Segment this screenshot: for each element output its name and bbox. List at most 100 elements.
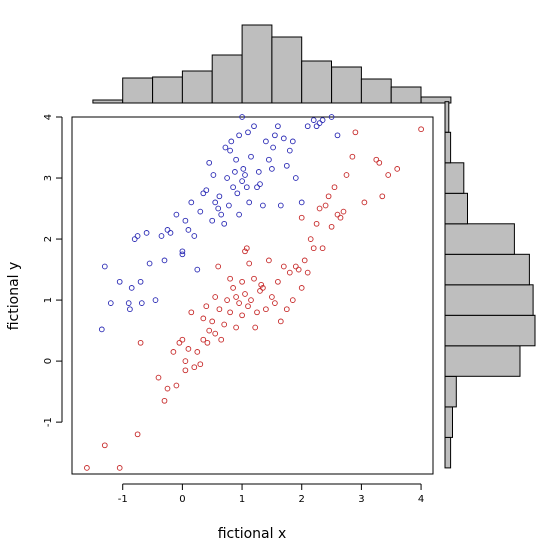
series-2-point: [164, 385, 171, 392]
y-tick-label: -1: [43, 417, 54, 427]
series-2-point: [298, 214, 305, 221]
top-histogram-bar: [301, 60, 333, 104]
series-1-point: [222, 144, 229, 151]
right-histogram-bar: [444, 131, 452, 164]
series-1-point: [228, 138, 235, 145]
series-1-point: [164, 227, 171, 233]
series-2-point: [188, 309, 195, 316]
series-1-point: [292, 175, 299, 181]
series-1-point: [266, 156, 272, 163]
series-1-point: [310, 117, 317, 123]
series-1-point: [245, 129, 251, 136]
series-1-point: [239, 178, 245, 184]
series-1-point: [134, 233, 141, 239]
top-histogram-bar: [152, 76, 183, 104]
series-2-point: [227, 309, 233, 316]
series-1-point: [215, 205, 222, 212]
series-2-point: [280, 263, 287, 270]
series-1-point: [188, 199, 195, 206]
series-2-point: [242, 291, 248, 297]
series-1-point: [143, 230, 150, 236]
series-1-point: [179, 248, 186, 255]
y-tick-label: 0: [43, 358, 54, 364]
series-1-point: [216, 193, 223, 200]
scatter-points: [84, 114, 424, 471]
series-1-point: [161, 257, 168, 264]
series-2-point: [328, 223, 335, 230]
top-histogram-bar: [122, 77, 153, 104]
series-1-point: [289, 138, 296, 145]
series-2-point: [379, 193, 386, 200]
y-tick-label: 4: [43, 114, 54, 120]
series-1-point: [212, 199, 219, 206]
series-1-point: [236, 211, 242, 218]
series-1-point: [263, 138, 269, 145]
series-2-point: [137, 339, 144, 346]
series-2-point: [212, 294, 219, 300]
top-marginal-histogram: [92, 24, 452, 104]
series-2-point: [200, 315, 207, 322]
series-2-point: [304, 269, 311, 276]
series-2-point: [340, 208, 347, 215]
series-1-point: [152, 297, 159, 303]
series-1-point: [319, 117, 326, 123]
right-histogram-bar: [444, 101, 450, 133]
series-2-point: [182, 358, 189, 364]
x-axis-title: fictional x: [218, 526, 287, 542]
series-1-point: [131, 236, 138, 242]
series-1-point: [221, 220, 228, 227]
series-2-point: [343, 172, 350, 178]
series-2-point: [301, 257, 308, 264]
top-histogram-bar: [241, 24, 273, 104]
series-1-point: [286, 147, 293, 154]
series-1-point: [298, 199, 305, 206]
top-histogram-bar: [360, 78, 392, 104]
series-2-point: [101, 442, 108, 449]
series-1-point: [313, 123, 320, 130]
series-1-point: [334, 132, 341, 139]
series-1-point: [254, 184, 260, 191]
series-2-point: [361, 199, 368, 206]
series-2-point: [185, 346, 192, 352]
series-1-point: [185, 227, 192, 233]
series-1-point: [232, 169, 238, 175]
series-2-point: [134, 431, 141, 438]
series-2-point: [179, 336, 186, 343]
series-2-point: [337, 214, 344, 221]
series-2-point: [230, 285, 236, 291]
series-2-point: [322, 202, 329, 209]
series-2-point: [227, 275, 233, 282]
series-1-point: [125, 300, 132, 306]
series-2-point: [197, 361, 204, 368]
series-1-point: [255, 169, 262, 175]
right-histogram-bar: [444, 345, 521, 377]
series-2-point: [161, 397, 168, 404]
x-tick-label: 0: [179, 494, 185, 505]
series-2-point: [349, 153, 356, 160]
series-2-point: [206, 327, 213, 334]
series-2-point: [170, 349, 177, 355]
series-2-point: [272, 300, 278, 306]
series-1-point: [146, 260, 153, 267]
series-2-point: [258, 281, 265, 288]
series-2-point: [254, 309, 260, 316]
series-2-point: [283, 306, 290, 313]
top-histogram-bar: [331, 66, 362, 104]
series-1-point: [316, 120, 323, 126]
series-2-point: [325, 193, 332, 200]
series-2-point: [373, 156, 380, 163]
scatter-plot-frame: [71, 116, 434, 475]
y-tick-label: 2: [43, 236, 54, 242]
series-2-point: [418, 126, 424, 133]
right-histogram-bar: [444, 284, 534, 316]
series-2-point: [194, 349, 201, 355]
series-1-point: [272, 132, 278, 139]
series-1-point: [236, 132, 242, 139]
series-2-point: [243, 245, 250, 252]
series-2-point: [334, 211, 341, 218]
series-2-point: [307, 236, 314, 242]
series-2-point: [319, 245, 326, 252]
series-1-point: [251, 123, 257, 130]
series-1-point: [224, 175, 230, 181]
series-1-point: [137, 278, 144, 285]
